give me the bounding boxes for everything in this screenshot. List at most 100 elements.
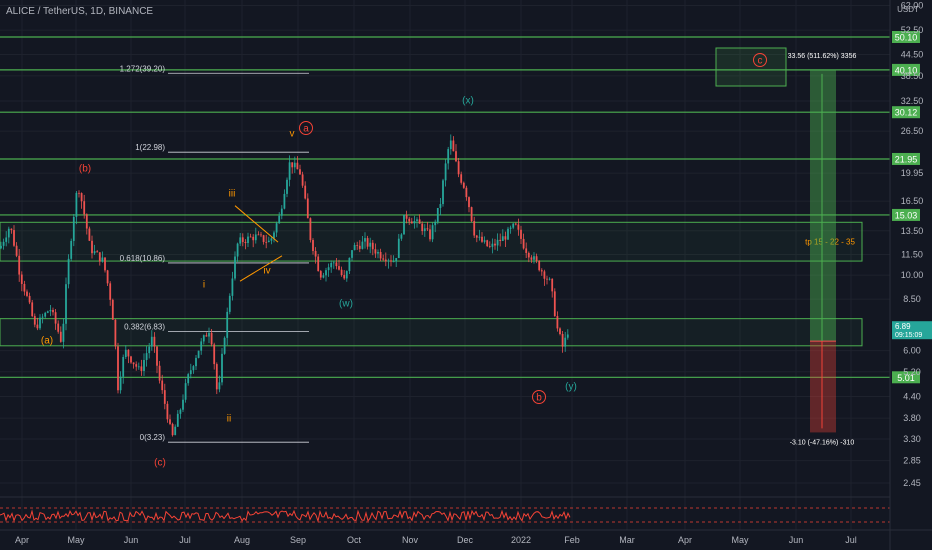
candle-body <box>20 274 23 284</box>
candle-body <box>436 207 439 222</box>
candle-body <box>213 344 216 365</box>
currency-label: USDT <box>897 5 919 14</box>
level-tag <box>892 208 920 221</box>
candle-body <box>374 249 377 254</box>
candle-body <box>278 215 281 224</box>
candle-body <box>309 218 312 241</box>
candle-body <box>413 220 416 224</box>
candle-body <box>358 245 361 249</box>
fib-levels: 1.272(39.20) 1(22.98) 0.618(10.86) 0.382(6.… <box>120 64 309 443</box>
candle-body <box>312 240 314 251</box>
candle-body <box>226 311 229 338</box>
candle-body <box>197 350 200 358</box>
candle-body <box>88 228 91 241</box>
candle-body <box>478 236 481 238</box>
candle-body <box>257 234 260 236</box>
candle-body <box>348 257 351 272</box>
x-tick-label: Oct <box>347 535 362 545</box>
candle-body <box>127 349 130 357</box>
x-tick-label: Jun <box>124 535 139 545</box>
candle-body <box>291 162 294 168</box>
y-tick-label: 3.30 <box>903 434 921 444</box>
candle-body <box>218 382 221 390</box>
candle-body <box>327 267 330 271</box>
grid <box>0 0 890 530</box>
candle-body <box>72 216 75 241</box>
candle-body <box>553 291 556 317</box>
candle-body <box>369 242 372 247</box>
candle-body <box>559 328 561 335</box>
level-label: 5.01 <box>897 373 915 383</box>
candle-body <box>280 208 283 216</box>
candle-body <box>83 201 86 215</box>
candle-body <box>208 332 210 337</box>
level-tag <box>892 31 920 43</box>
wave-label: (a) <box>41 336 53 347</box>
candle-body <box>395 258 398 262</box>
long-position-tool[interactable]: 33.56 (511.62%) 3356 -3.10 (-47.16%) -310 <box>715 47 856 446</box>
y-tick-label: 38.50 <box>901 71 924 81</box>
candle-body <box>109 283 112 300</box>
candle-body <box>273 232 275 239</box>
candle-body <box>322 275 325 278</box>
candle-body <box>325 270 327 276</box>
time-axis[interactable]: Apr May Jun Jul Aug Sep Oct Nov Dec 2022 Feb Mar Apr… <box>0 529 932 545</box>
level-tag <box>892 152 920 165</box>
candle-body <box>543 271 546 279</box>
candle-body <box>488 246 491 247</box>
wave-label: iv <box>263 266 270 277</box>
y-tick-label: 26.50 <box>901 126 924 136</box>
x-tick-label: Apr <box>678 535 692 545</box>
candle-body <box>215 364 218 390</box>
zones: tp 15 - 22 - 35 <box>0 221 863 347</box>
y-tick-label: 62.00 <box>901 1 924 11</box>
candle-body <box>244 241 247 243</box>
price-axis[interactable]: 62.00 52.50 44.50 38.50 32.50 26.50 19.95 16.50… <box>889 0 932 550</box>
candle-body <box>332 262 335 264</box>
candle-body <box>481 236 483 242</box>
candle-body <box>247 236 249 243</box>
candle-body <box>52 309 54 313</box>
candle-body <box>551 278 554 292</box>
candle-body <box>31 302 34 317</box>
candle-body <box>57 323 60 332</box>
triangle-lower-line <box>239 255 283 282</box>
chart-title: ALICE / TetherUS, 1D, BINANCE <box>6 6 154 17</box>
candle-body <box>390 260 392 262</box>
candle-body <box>455 151 457 162</box>
candle-body <box>23 283 26 292</box>
candle-body <box>299 169 301 175</box>
candle-body <box>361 241 364 249</box>
candle-body <box>75 192 78 217</box>
candle-body <box>202 335 205 342</box>
wave-label: c <box>758 56 763 67</box>
candle-body <box>293 162 296 168</box>
candle-body <box>132 362 135 365</box>
candle-body <box>418 219 421 224</box>
y-tick-label: 10.00 <box>901 270 924 280</box>
candle-body <box>351 250 353 258</box>
candle-body <box>384 259 387 262</box>
wave-label: (w) <box>339 299 353 310</box>
y-tick-label: 6.00 <box>903 346 921 356</box>
y-tick-label: 19.95 <box>901 168 924 178</box>
y-tick-label: 8.50 <box>903 294 921 304</box>
candle-body <box>473 221 476 236</box>
candle-body <box>275 223 278 233</box>
candle-body <box>169 419 171 424</box>
candle-body <box>410 221 413 224</box>
candle-body <box>158 365 161 381</box>
candle-body <box>535 256 538 261</box>
candle-body <box>522 238 525 249</box>
candle-body <box>18 255 21 275</box>
candle-body <box>462 182 465 188</box>
candle-body <box>421 223 424 232</box>
candle-body <box>78 192 80 194</box>
candle-body <box>556 316 559 329</box>
candle-body <box>117 346 119 391</box>
candle-body <box>122 357 125 377</box>
current-price-label: 6.89 <box>895 322 911 331</box>
candle-body <box>135 364 138 367</box>
